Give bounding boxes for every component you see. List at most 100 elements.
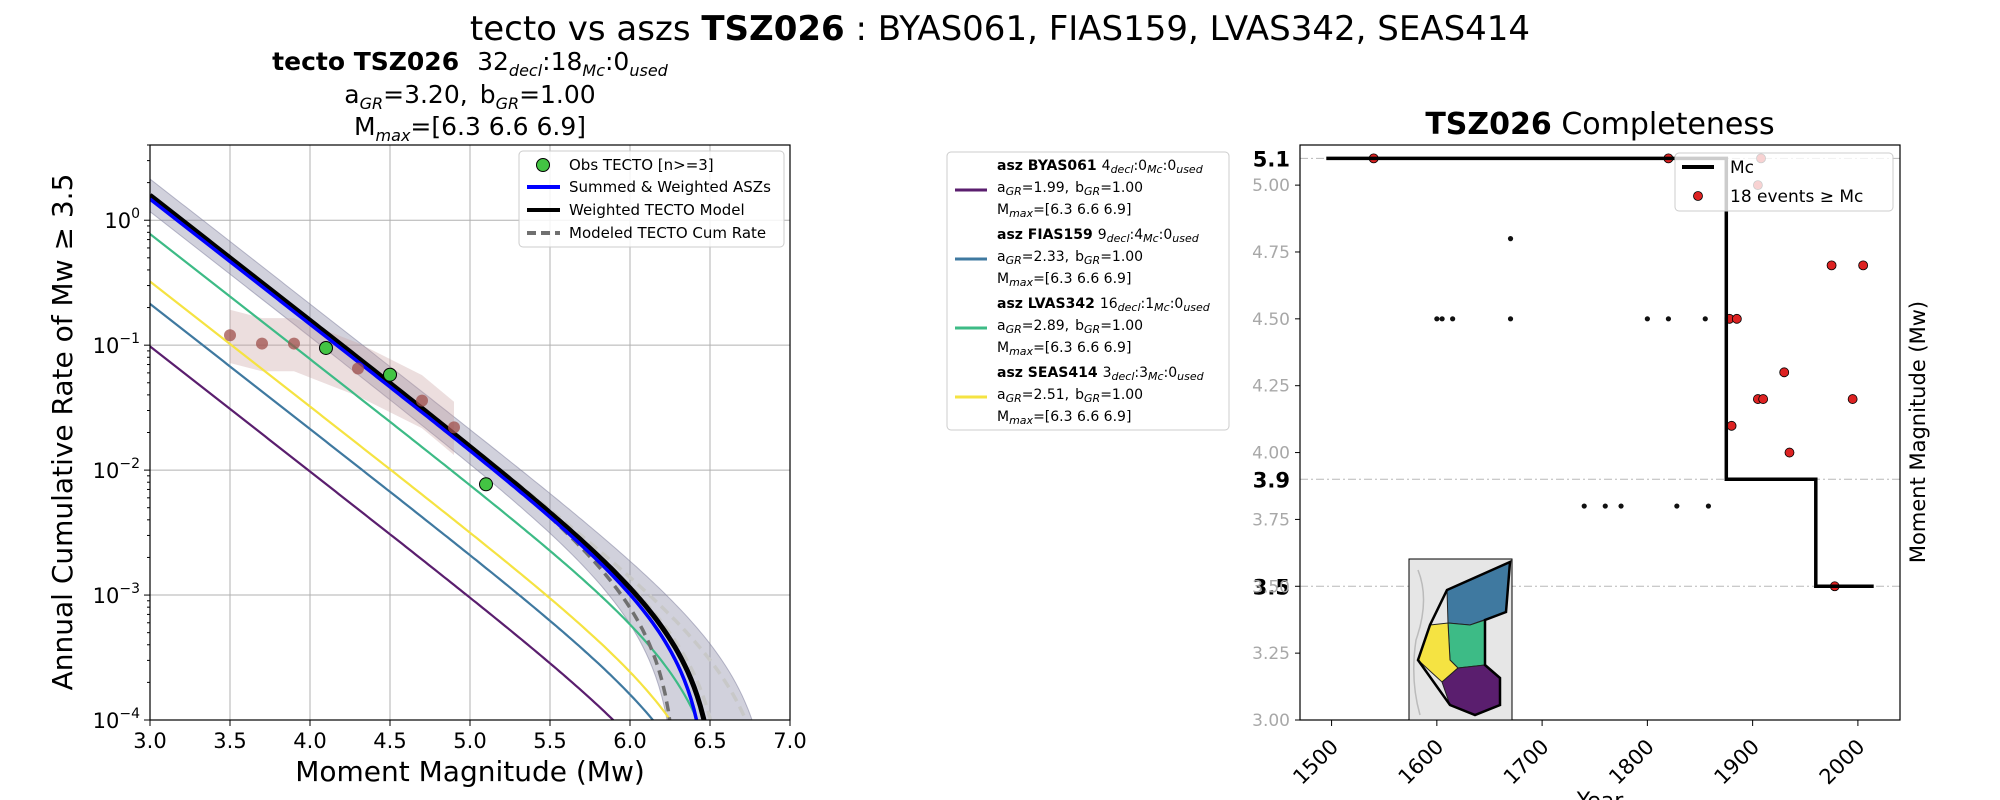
left-ytick-label: 10−3 <box>93 581 140 608</box>
asz-curve-LVAS342 <box>150 233 699 720</box>
left-points <box>224 329 493 492</box>
left-title-b-label: b <box>480 80 496 109</box>
right-xtick-label: 1600 <box>1394 735 1449 790</box>
right-ytick-label: 4.00 <box>1252 444 1290 464</box>
legend-summed-label: Summed & Weighted ASZs <box>569 178 771 196</box>
right-title-zone: TSZ026 <box>1425 107 1551 142</box>
left-title-used-count: :0 <box>605 47 629 76</box>
asz-curve-FIAS159 <box>150 303 655 720</box>
right-ytick-label: 3.00 <box>1252 711 1290 731</box>
event-below-mc <box>1581 503 1587 509</box>
left-legend: Obs TECTO [n>=3] Summed & Weighted ASZs … <box>518 150 785 248</box>
right-legend-box <box>1674 152 1894 212</box>
event-below-mc <box>1507 316 1514 322</box>
mc-step-line <box>1326 156 1874 589</box>
asz-legend-line1: asz FIAS159 9decl:4Mc:0used <box>997 227 1200 245</box>
event-above-mc <box>1726 420 1737 431</box>
left-title-name: tecto TSZ026 <box>272 47 459 76</box>
left-xtick-label: 4.0 <box>293 729 326 753</box>
summed-asz-line <box>150 197 699 720</box>
left-ytick-label: 10−4 <box>93 706 140 733</box>
left-legend-box <box>518 150 785 248</box>
hist-point <box>288 337 300 350</box>
left-ytick-label: 10−2 <box>93 456 140 483</box>
left-xtick-label: 4.5 <box>373 729 406 753</box>
right-title-rest: Completeness <box>1552 107 1775 142</box>
asz-legend-line3: Mmax=[6.3 6.6 6.9] <box>997 340 1131 358</box>
event-above-mc <box>1758 394 1769 404</box>
left-ylabel: Annual Cumulative Rate of Mw ≥ 3.5 <box>46 174 79 691</box>
legend-obs-label: Obs TECTO [n>=3] <box>569 156 714 174</box>
right-axes-frame <box>1299 144 1901 721</box>
weighted-tecto-line <box>150 193 707 720</box>
left-ytick-label: 10−1 <box>93 331 140 358</box>
left-title-decl-sub: decl <box>509 61 543 80</box>
left-xtick-label: 6.0 <box>613 729 646 753</box>
left-ytick-label: 100 <box>104 206 140 233</box>
asz-curve-SEAS414 <box>150 280 672 720</box>
right-ytick-bold: 5.1 <box>1253 147 1290 171</box>
left-title-b-val: =1.00 <box>519 80 596 109</box>
left-xtick-label: 7.0 <box>773 729 806 753</box>
suptitle-suffix: : BYAS061, FIAS159, LVAS342, SEAS414 <box>845 9 1530 49</box>
left-title-m-label: M <box>354 112 376 141</box>
legend-weighted-label: Weighted TECTO Model <box>569 201 745 219</box>
right-ticks: 5.1 3.9 3.5 3.00 3.25 3.50 3.75 4.00 4.25 4.50 4.7… <box>1252 147 1869 789</box>
event-above-mc <box>1858 260 1869 271</box>
asz-legend-line3: Mmax=[6.3 6.6 6.9] <box>997 271 1131 289</box>
legend-modeled-label: Modeled TECTO Cum Rate <box>569 224 766 242</box>
hist-point <box>416 394 428 407</box>
event-below-mc <box>1665 316 1672 322</box>
right-xtick-label: 1700 <box>1499 735 1554 790</box>
asz-legend-line2: aGR=2.89, bGR=1.00 <box>997 318 1143 336</box>
inset-zone-lvas <box>1447 619 1486 669</box>
event-above-mc <box>1731 313 1742 324</box>
asz-legend-line2: aGR=2.51, bGR=1.00 <box>997 387 1143 405</box>
left-title-mc-sub: Mc <box>582 61 605 80</box>
right-ytick-bold: 3.9 <box>1253 468 1290 492</box>
left-xtick-label: 5.5 <box>533 729 566 753</box>
event-below-mc <box>1618 503 1624 509</box>
event-below-mc <box>1602 503 1608 509</box>
event-below-mc <box>1434 316 1440 322</box>
right-xtick-label: 2000 <box>1815 735 1870 790</box>
hist-uncertainty-band <box>230 309 454 455</box>
left-ticks: 3.0 3.5 4.0 4.5 5.0 5.5 6.0 6.5 7.0 100 10−1 10−2 10… <box>93 144 807 753</box>
right-ytick-label: 4.50 <box>1252 310 1290 330</box>
left-title-mc-count: :18 <box>542 47 582 76</box>
event-below-mc <box>1674 503 1680 509</box>
event-below-mc <box>1450 316 1456 322</box>
event-below-mc <box>1507 236 1514 242</box>
event-above-mc <box>1779 367 1790 378</box>
right-xtick-label: 1900 <box>1709 735 1764 790</box>
suptitle-zone: TSZ026 <box>701 9 844 49</box>
right-ytick-bold: 3.5 <box>1253 575 1290 599</box>
left-title-counts: 32 <box>477 47 509 76</box>
hist-point <box>224 329 236 342</box>
left-title-line2: aGR=3.20, bGR=1.00 <box>344 80 595 113</box>
asz-legend: asz BYAS061 4decl:0Mc:0used aGR=1.99, bGR=1… <box>946 151 1230 431</box>
hist-point <box>448 421 460 434</box>
event-above-mc <box>1847 394 1858 404</box>
left-title-line1: tecto TSZ026 32decl:18Mc:0used <box>272 47 669 80</box>
modeled-cum-rate-6.6 <box>150 193 713 720</box>
left-xtick-label: 5.0 <box>453 729 486 753</box>
left-title-used-sub: used <box>629 61 668 80</box>
suptitle-prefix: tecto vs aszs <box>470 9 701 49</box>
right-ytick-label: 4.25 <box>1252 377 1290 397</box>
asz-legend-box <box>946 151 1230 431</box>
left-title-b-sub: GR <box>496 94 520 113</box>
inset-coastline <box>1413 569 1425 716</box>
left-xlabel: Moment Magnitude (Mw) <box>295 755 645 788</box>
right-legend: Mc 18 events ≥ Mc <box>1674 152 1894 212</box>
legend-obs-marker <box>536 158 550 172</box>
left-title-line3: Mmax=[6.3 6.6 6.9] <box>354 112 586 145</box>
event-above-mc <box>1784 447 1795 458</box>
right-ytick-label: 3.50 <box>1252 577 1290 597</box>
right-mc-step <box>1326 156 1874 589</box>
left-xtick-label: 6.5 <box>693 729 726 753</box>
right-ylabel: Moment Magnitude (Mw) <box>1906 301 1930 563</box>
right-ytick-label: 5.00 <box>1252 176 1290 196</box>
right-ytick-label: 3.75 <box>1252 510 1290 530</box>
